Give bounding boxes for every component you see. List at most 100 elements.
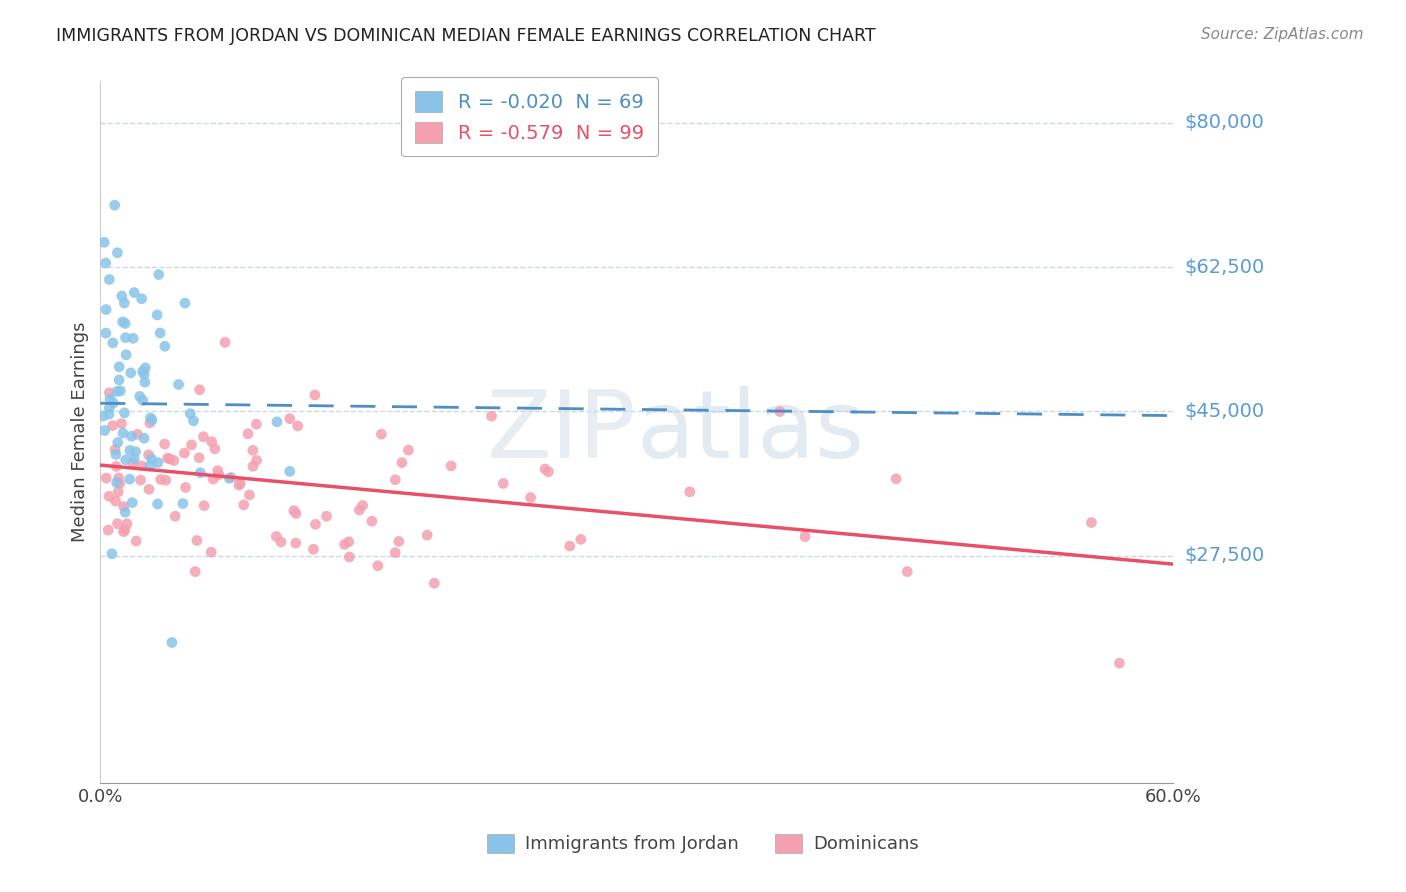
Point	[193, 499, 215, 513]
Point	[121, 455, 143, 469]
Point	[228, 478, 250, 492]
Point	[107, 435, 129, 450]
Point	[219, 470, 242, 484]
Text: $45,000: $45,000	[1184, 402, 1264, 421]
Point	[896, 565, 918, 579]
Point	[337, 534, 360, 549]
Point	[134, 360, 156, 375]
Point	[112, 296, 135, 310]
Point	[396, 443, 419, 458]
Point	[114, 505, 136, 519]
Text: $62,500: $62,500	[1184, 258, 1264, 277]
Point	[349, 503, 371, 517]
Point	[165, 509, 187, 524]
Point	[242, 459, 264, 474]
Point	[266, 415, 288, 429]
Point	[104, 494, 127, 508]
Point	[278, 411, 301, 425]
Point	[122, 285, 145, 300]
Point	[107, 245, 129, 260]
Point	[122, 331, 145, 345]
Point	[352, 499, 374, 513]
Point	[367, 558, 389, 573]
Point	[141, 413, 163, 427]
Legend: Immigrants from Jordan, Dominicans: Immigrants from Jordan, Dominicans	[479, 827, 927, 861]
Point	[519, 491, 541, 505]
Point	[167, 377, 190, 392]
Point	[93, 424, 115, 438]
Point	[105, 384, 128, 399]
Text: atlas: atlas	[637, 386, 865, 478]
Point	[93, 235, 115, 250]
Point	[558, 539, 581, 553]
Point	[287, 419, 309, 434]
Point	[302, 542, 325, 557]
Point	[159, 451, 181, 466]
Point	[388, 534, 411, 549]
Point	[114, 453, 136, 467]
Point	[229, 476, 252, 491]
Point	[128, 389, 150, 403]
Point	[183, 414, 205, 428]
Point	[146, 497, 169, 511]
Point	[118, 443, 141, 458]
Point	[148, 268, 170, 282]
Point	[139, 410, 162, 425]
Point	[98, 407, 121, 421]
Point	[96, 471, 118, 485]
Point	[200, 545, 222, 559]
Point	[186, 533, 208, 548]
Point	[114, 331, 136, 345]
Point	[278, 464, 301, 478]
Point	[138, 483, 160, 497]
Point	[242, 443, 264, 458]
Point	[94, 326, 117, 340]
Point	[121, 495, 143, 509]
Point	[208, 467, 231, 482]
Point	[238, 488, 260, 502]
Point	[285, 507, 308, 521]
Point	[98, 385, 121, 400]
Point	[124, 451, 146, 466]
Point	[769, 404, 792, 418]
Point	[103, 396, 125, 410]
Point	[110, 417, 132, 431]
Point	[315, 509, 337, 524]
Point	[118, 472, 141, 486]
Point	[98, 401, 121, 415]
Point	[105, 459, 128, 474]
Point	[173, 446, 195, 460]
Point	[163, 453, 186, 467]
Point	[481, 409, 503, 423]
Point	[179, 407, 201, 421]
Point	[184, 565, 207, 579]
Point	[131, 292, 153, 306]
Point	[146, 456, 169, 470]
Point	[201, 434, 224, 449]
Point	[440, 458, 463, 473]
Point	[138, 448, 160, 462]
Point	[107, 484, 129, 499]
Point	[384, 546, 406, 560]
Point	[337, 549, 360, 564]
Text: ZIP: ZIP	[486, 386, 637, 478]
Point	[120, 366, 142, 380]
Point	[190, 466, 212, 480]
Point	[131, 364, 153, 378]
Point	[94, 256, 117, 270]
Point	[384, 473, 406, 487]
Text: $80,000: $80,000	[1184, 113, 1264, 132]
Text: IMMIGRANTS FROM JORDAN VS DOMINICAN MEDIAN FEMALE EARNINGS CORRELATION CHART: IMMIGRANTS FROM JORDAN VS DOMINICAN MEDI…	[56, 27, 876, 45]
Point	[107, 516, 129, 531]
Point	[124, 444, 146, 458]
Point	[101, 418, 124, 433]
Point	[174, 480, 197, 494]
Point	[139, 416, 162, 430]
Point	[107, 471, 129, 485]
Point	[884, 472, 907, 486]
Point	[112, 500, 135, 514]
Point	[236, 426, 259, 441]
Point	[370, 427, 392, 442]
Point	[284, 536, 307, 550]
Text: Source: ZipAtlas.com: Source: ZipAtlas.com	[1201, 27, 1364, 42]
